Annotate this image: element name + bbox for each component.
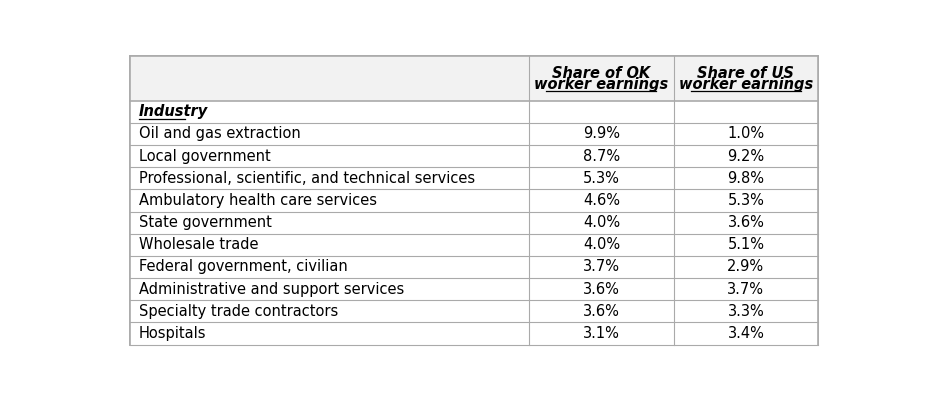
Text: 3.3%: 3.3% <box>728 304 764 319</box>
Text: 3.6%: 3.6% <box>583 304 620 319</box>
Bar <box>130 278 818 300</box>
Bar <box>130 167 818 190</box>
Text: Federal government, civilian: Federal government, civilian <box>139 260 347 275</box>
Text: 3.7%: 3.7% <box>727 282 764 297</box>
Text: Industry: Industry <box>139 104 208 119</box>
Text: 9.9%: 9.9% <box>583 126 620 141</box>
Text: worker earnings: worker earnings <box>535 76 669 91</box>
Bar <box>130 56 818 101</box>
Text: Wholesale trade: Wholesale trade <box>139 237 258 252</box>
Text: 2.9%: 2.9% <box>727 260 764 275</box>
Text: Share of US: Share of US <box>697 65 795 80</box>
Bar <box>130 190 818 212</box>
Text: Ambulatory health care services: Ambulatory health care services <box>139 193 376 208</box>
Text: 4.0%: 4.0% <box>583 237 620 252</box>
Text: 3.4%: 3.4% <box>727 326 764 341</box>
Text: 4.0%: 4.0% <box>583 215 620 230</box>
Bar <box>130 322 818 345</box>
Bar <box>130 145 818 167</box>
Text: Hospitals: Hospitals <box>139 326 206 341</box>
Text: Professional, scientific, and technical services: Professional, scientific, and technical … <box>139 171 475 186</box>
Text: worker earnings: worker earnings <box>679 76 813 91</box>
Bar <box>130 212 818 234</box>
Text: State government: State government <box>139 215 271 230</box>
Text: 1.0%: 1.0% <box>727 126 764 141</box>
Text: 9.2%: 9.2% <box>727 149 764 164</box>
Text: 5.1%: 5.1% <box>727 237 764 252</box>
Text: 8.7%: 8.7% <box>583 149 620 164</box>
Text: 9.8%: 9.8% <box>727 171 764 186</box>
Text: Specialty trade contractors: Specialty trade contractors <box>139 304 338 319</box>
Text: 3.1%: 3.1% <box>583 326 620 341</box>
Bar <box>130 101 818 123</box>
Bar <box>130 234 818 256</box>
Bar <box>130 256 818 278</box>
Text: 3.6%: 3.6% <box>583 282 620 297</box>
Text: Administrative and support services: Administrative and support services <box>139 282 404 297</box>
Bar <box>130 123 818 145</box>
Text: Share of OK: Share of OK <box>552 65 650 80</box>
Text: 5.3%: 5.3% <box>583 171 620 186</box>
Text: 3.6%: 3.6% <box>727 215 764 230</box>
Bar <box>130 300 818 322</box>
Text: 3.7%: 3.7% <box>583 260 620 275</box>
Text: 4.6%: 4.6% <box>583 193 620 208</box>
Text: Local government: Local government <box>139 149 270 164</box>
Text: Oil and gas extraction: Oil and gas extraction <box>139 126 301 141</box>
Text: 5.3%: 5.3% <box>727 193 764 208</box>
